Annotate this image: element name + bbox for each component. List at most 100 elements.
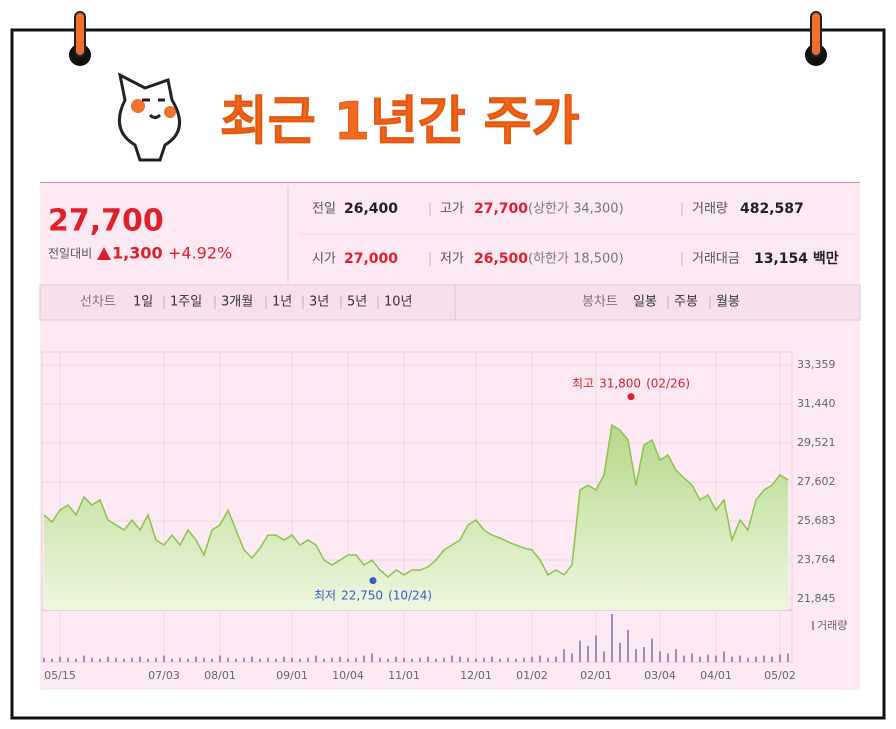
volume-bar — [339, 656, 341, 662]
volume-bar — [459, 656, 461, 662]
candle-tab[interactable]: 일봉 — [633, 295, 657, 310]
volume-bar — [595, 635, 597, 662]
period-tab[interactable]: 3년 — [309, 295, 329, 310]
volume-bar — [747, 657, 749, 662]
x-tick-label: 07/03 — [148, 669, 180, 682]
volume-bar — [651, 638, 653, 662]
volume-bar — [355, 657, 357, 662]
volume-bar — [435, 658, 437, 662]
volume-bar — [203, 657, 205, 662]
x-tick-label: 03/04 — [644, 669, 676, 682]
volume-bar — [187, 658, 189, 662]
x-tick-label: 05/15 — [44, 669, 76, 682]
x-tick-label: 11/01 — [388, 669, 420, 682]
volume-bar — [483, 657, 485, 662]
extreme-part: (10/24) — [388, 588, 432, 602]
volume-bar — [547, 657, 549, 662]
volume-bar — [763, 655, 765, 662]
volume-bar — [779, 654, 781, 662]
up-arrow — [97, 247, 111, 260]
volume-bar — [163, 655, 165, 662]
volume-bar — [51, 658, 53, 662]
volume-bar — [523, 657, 525, 662]
area — [44, 424, 788, 610]
period-tab[interactable]: 10년 — [384, 295, 413, 310]
volume-bar — [291, 657, 293, 662]
volume-bar — [315, 655, 317, 662]
volume-bar — [539, 655, 541, 662]
x-tick-label: 05/02 — [764, 669, 796, 682]
volume-bar — [259, 658, 261, 662]
candle-tab[interactable]: 월봉 — [716, 295, 740, 310]
x-tick-label: 09/01 — [276, 669, 308, 682]
volume-bar — [787, 653, 789, 662]
volume-bar — [123, 658, 125, 662]
quote-value: 26,400 — [344, 201, 398, 217]
volume-bar — [219, 655, 221, 662]
pins — [69, 11, 827, 66]
y-tick-label: 27,602 — [797, 475, 836, 488]
volume-bar — [579, 640, 581, 662]
volume-bar — [251, 656, 253, 662]
volume-bar — [771, 656, 773, 662]
quote-note: (하한가 18,500) — [528, 252, 624, 267]
quote-value: 26,500 — [474, 251, 528, 267]
volume-bar — [507, 657, 509, 662]
quote-label: 저가 — [440, 252, 464, 267]
extreme-part: (02/26) — [646, 376, 690, 390]
quote-note: (상한가 34,300) — [528, 202, 624, 217]
extreme-part: 최저 — [314, 588, 336, 602]
volume-bar — [179, 657, 181, 662]
volume-bar — [555, 656, 557, 662]
x-tick-label: 01/02 — [516, 669, 548, 682]
volume-bar — [571, 653, 573, 662]
volume-bar — [611, 614, 613, 662]
volume-bar — [491, 656, 493, 662]
volume-bar — [715, 655, 717, 662]
volume-bar — [235, 658, 237, 662]
period-tab[interactable]: 3개월 — [221, 295, 253, 310]
quote-label: 시가 — [312, 252, 336, 267]
extreme-dot — [627, 393, 635, 401]
extreme-dot — [369, 577, 377, 585]
page-title: 최근 1년간 주가 — [220, 92, 580, 152]
volume-bar — [675, 649, 677, 662]
volume-bar — [83, 655, 85, 662]
quote-value: 27,700 — [474, 201, 528, 217]
volume-bar — [243, 657, 245, 662]
period-tab[interactable]: 5년 — [347, 295, 367, 310]
volume-bar — [371, 653, 373, 662]
volume-bar — [211, 658, 213, 662]
quote-label: 고가 — [440, 202, 464, 217]
volume-bar — [379, 657, 381, 662]
y-tick-label: 29,521 — [797, 436, 836, 449]
y-tick-label: 33,359 — [797, 358, 836, 371]
volume-bar — [395, 656, 397, 662]
extreme-label: 최고 31,800 (02/26) — [572, 376, 690, 390]
x-tick-label: 12/01 — [460, 669, 492, 682]
candle-tab[interactable]: 주봉 — [674, 295, 698, 310]
volume-bar — [139, 656, 141, 662]
volume-bar — [723, 651, 725, 662]
period-tab[interactable]: 1주일 — [170, 295, 202, 310]
volume-bar — [171, 658, 173, 662]
volume-bar — [107, 656, 109, 662]
period-tab[interactable]: 1일 — [133, 295, 153, 310]
quote-value: 13,154 백만 — [754, 251, 839, 267]
x-tick-label: 04/01 — [700, 669, 732, 682]
quote-label: 거래량 — [692, 202, 728, 217]
volume-bar — [99, 658, 101, 662]
period-tab[interactable]: 1년 — [272, 295, 292, 310]
volume-bar — [131, 657, 133, 662]
volume-bar — [363, 655, 365, 662]
y-tick-label: 31,440 — [797, 397, 836, 410]
volume-bar — [275, 658, 277, 662]
volume-bar — [475, 658, 477, 662]
extreme-part: 22,750 — [341, 588, 383, 602]
volume-bar — [403, 657, 405, 662]
quote-label: 거래대금 — [692, 252, 740, 267]
change: 1,300 — [112, 244, 163, 263]
tab-group-label: 봉차트 — [582, 295, 618, 310]
volume-bar — [195, 656, 197, 662]
volume-bar — [267, 657, 269, 662]
